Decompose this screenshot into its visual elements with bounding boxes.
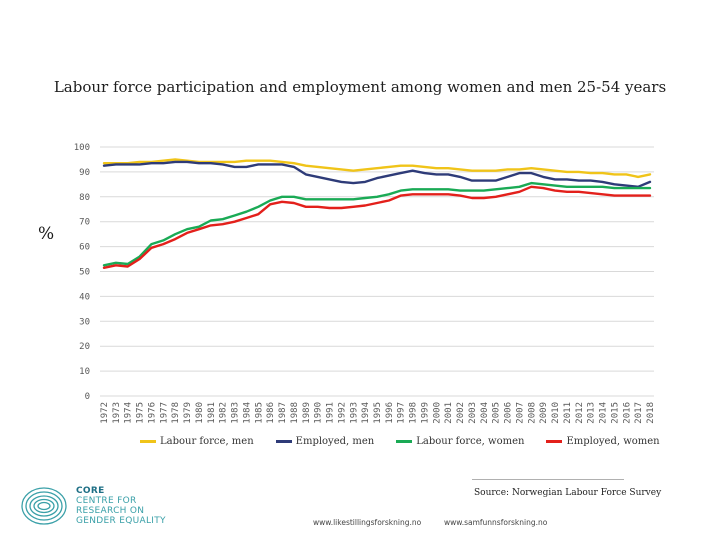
x-tick-label: 2018 bbox=[646, 402, 656, 424]
x-tick-label: 1992 bbox=[337, 402, 347, 424]
legend: Labour force, men Employed, men Labour for… bbox=[140, 436, 682, 447]
x-tick-label: 2008 bbox=[527, 402, 537, 424]
legend-swatch bbox=[396, 440, 413, 443]
y-tick-label: 50 bbox=[79, 268, 90, 278]
y-tick-label: 40 bbox=[79, 292, 90, 302]
series-line-3 bbox=[102, 181, 652, 267]
x-tick-label: 2013 bbox=[587, 402, 597, 424]
core-logo: CORE CENTRE FOR RESEARCH ON GENDER EQUAL… bbox=[18, 484, 168, 529]
x-tick-label: 2015 bbox=[610, 402, 620, 424]
x-tick-label: 1996 bbox=[385, 402, 395, 424]
x-tick-label: 1984 bbox=[242, 402, 252, 424]
x-tick-label: 1977 bbox=[159, 402, 169, 424]
x-tick-label: 1987 bbox=[278, 402, 288, 424]
x-tick-label: 2004 bbox=[480, 402, 490, 424]
core-logo-text: CORE CENTRE FOR RESEARCH ON GENDER EQUAL… bbox=[76, 486, 166, 526]
series-line-2 bbox=[102, 160, 652, 188]
url-likestilling[interactable]: www.likestillingsforskning.no bbox=[313, 518, 422, 527]
x-tick-label: 1990 bbox=[314, 402, 324, 424]
y-tick-label: 0 bbox=[85, 392, 90, 402]
legend-item-2: Employed, men bbox=[275, 436, 375, 447]
x-tick-label: 1994 bbox=[361, 402, 371, 424]
x-tick-label: 2000 bbox=[432, 402, 442, 424]
logo-line-centre: CENTRE FOR bbox=[76, 496, 137, 506]
chart-title: Labour force participation and employmen… bbox=[53, 78, 667, 96]
x-tick-label: 1972 bbox=[100, 402, 110, 424]
x-tick-label: 2014 bbox=[599, 402, 609, 424]
source-note: Source: Norwegian Labour Force Survey bbox=[474, 488, 662, 498]
x-tick-label: 1974 bbox=[124, 402, 134, 424]
x-tick-label: 1997 bbox=[397, 402, 407, 424]
legend-label: Labour force, men bbox=[160, 436, 254, 447]
legend-item-1: Labour force, men bbox=[140, 436, 254, 447]
x-tick-label: 2010 bbox=[551, 402, 561, 424]
series-line-4 bbox=[102, 185, 652, 269]
x-tick-label: 1981 bbox=[207, 402, 217, 424]
series-line-1 bbox=[102, 158, 652, 179]
footer-divider bbox=[472, 479, 624, 480]
x-tick-label: 2006 bbox=[504, 402, 514, 424]
legend-swatch bbox=[140, 440, 156, 443]
x-tick-label: 1976 bbox=[147, 402, 157, 424]
x-tick-label: 1995 bbox=[373, 402, 383, 424]
legend-label: Labour force, women bbox=[416, 436, 525, 447]
legend-swatch bbox=[546, 440, 563, 443]
y-tick-label: 30 bbox=[79, 317, 90, 327]
x-tick-label: 2012 bbox=[575, 402, 585, 424]
x-tick-label: 2017 bbox=[634, 402, 644, 424]
logo-line-research: RESEARCH ON bbox=[76, 506, 145, 516]
x-tick-label: 1988 bbox=[290, 402, 300, 424]
y-tick-label: 80 bbox=[79, 193, 90, 203]
x-tick-label: 1993 bbox=[349, 402, 359, 424]
y-tick-label: 20 bbox=[79, 342, 90, 352]
x-tick-label: 2005 bbox=[492, 402, 502, 424]
y-tick-label: 70 bbox=[79, 218, 90, 228]
x-tick-label: 2003 bbox=[468, 402, 478, 424]
x-tick-label: 1989 bbox=[302, 402, 312, 424]
x-tick-label: 2011 bbox=[563, 402, 573, 424]
x-tick-label: 2009 bbox=[539, 402, 549, 424]
x-tick-label: 1999 bbox=[420, 402, 430, 424]
x-tick-label: 1983 bbox=[231, 402, 241, 424]
core-logo-icon bbox=[21, 487, 67, 525]
y-tick-label: 100 bbox=[74, 143, 90, 153]
legend-item-4: Employed, women bbox=[546, 436, 660, 447]
x-tick-label: 1978 bbox=[171, 402, 181, 424]
x-tick-label: 1982 bbox=[219, 402, 229, 424]
y-tick-label: 90 bbox=[79, 168, 90, 178]
logo-line-core: CORE bbox=[76, 486, 105, 496]
x-tick-label: 1973 bbox=[112, 402, 122, 424]
x-tick-label: 2001 bbox=[444, 402, 454, 424]
x-tick-label: 1979 bbox=[183, 402, 193, 424]
x-tick-label: 1975 bbox=[136, 402, 146, 424]
url-samfunnsforskning[interactable]: www.samfunnsforskning.no bbox=[444, 518, 548, 527]
x-tick-label: 1991 bbox=[326, 402, 336, 424]
x-tick-label: 1986 bbox=[266, 402, 276, 424]
y-tick-label: 60 bbox=[79, 243, 90, 253]
x-tick-label: 2007 bbox=[515, 402, 525, 424]
legend-label: Employed, men bbox=[295, 436, 375, 447]
legend-item-3: Labour force, women bbox=[396, 436, 524, 447]
x-tick-label: 1998 bbox=[409, 402, 419, 424]
x-tick-label: 1985 bbox=[254, 402, 264, 424]
x-tick-label: 2016 bbox=[622, 402, 632, 424]
logo-line-gender: GENDER EQUALITY bbox=[76, 516, 166, 526]
x-tick-label: 2002 bbox=[456, 402, 466, 424]
legend-label: Employed, women bbox=[566, 436, 660, 447]
y-axis-label: % bbox=[38, 224, 55, 244]
x-tick-label: 1980 bbox=[195, 402, 205, 424]
legend-swatch bbox=[275, 440, 292, 443]
y-tick-label: 10 bbox=[79, 367, 90, 377]
